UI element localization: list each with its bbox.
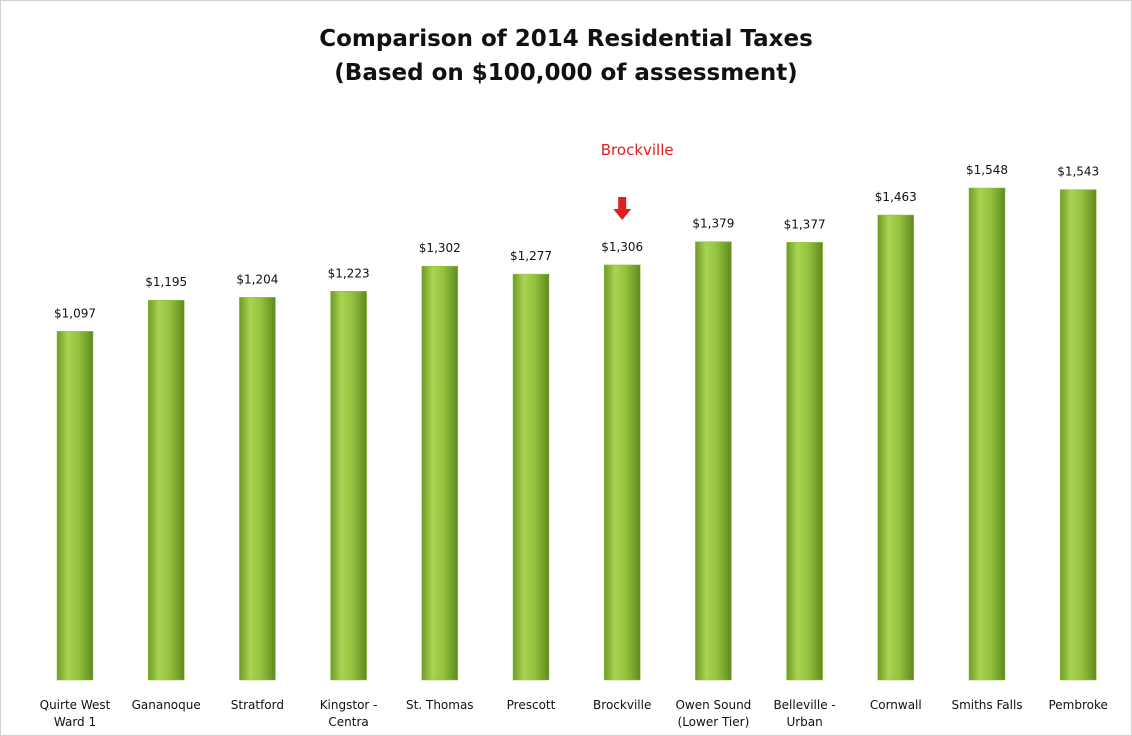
annotation-arrow xyxy=(613,197,632,220)
value-label: $1,377 xyxy=(784,217,826,231)
x-tick-label: St. Thomas xyxy=(406,698,474,712)
x-tick-label: Cornwall xyxy=(869,698,922,712)
value-label: $1,195 xyxy=(145,275,187,289)
x-tick-label: Belleville - Urban xyxy=(773,698,836,729)
value-label: $1,223 xyxy=(328,266,370,280)
bar xyxy=(239,297,276,681)
bar xyxy=(695,241,732,681)
bar xyxy=(786,242,823,681)
value-label: $1,097 xyxy=(54,306,96,320)
value-label: $1,277 xyxy=(510,249,552,263)
chart-title: Comparison of 2014 Residential Taxes (Ba… xyxy=(319,26,813,86)
x-tick-label: Prescott xyxy=(506,698,556,712)
bar xyxy=(968,187,1006,681)
x-tick-label: Kingstor - Centra xyxy=(319,698,378,729)
x-tick-label: Owen Sound (Lower Tier) xyxy=(675,698,752,729)
x-tick-label: Quirte West Ward 1 xyxy=(39,698,111,729)
bar xyxy=(512,273,550,681)
x-tick-label: Pembroke xyxy=(1048,698,1108,712)
bar xyxy=(603,264,641,681)
value-label: $1,463 xyxy=(875,190,917,204)
bar xyxy=(1059,189,1097,681)
bar xyxy=(147,299,185,681)
x-tick-label: Smiths Falls xyxy=(951,698,1023,712)
bar xyxy=(421,265,459,681)
x-tick-label: Stratford xyxy=(230,698,284,712)
value-label: $1,306 xyxy=(601,240,643,254)
value-label: $1,302 xyxy=(419,241,461,255)
bar xyxy=(330,291,367,681)
value-label: $1,204 xyxy=(236,272,278,286)
value-label: $1,548 xyxy=(966,163,1008,177)
value-label: $1,543 xyxy=(1057,165,1099,179)
x-tick-label: Brockville xyxy=(593,698,652,712)
bar xyxy=(877,214,915,681)
annotation: Brockville xyxy=(601,141,674,159)
x-tick-label: Gananoque xyxy=(131,698,201,712)
bar xyxy=(56,331,94,681)
value-label: $1,379 xyxy=(692,217,734,231)
